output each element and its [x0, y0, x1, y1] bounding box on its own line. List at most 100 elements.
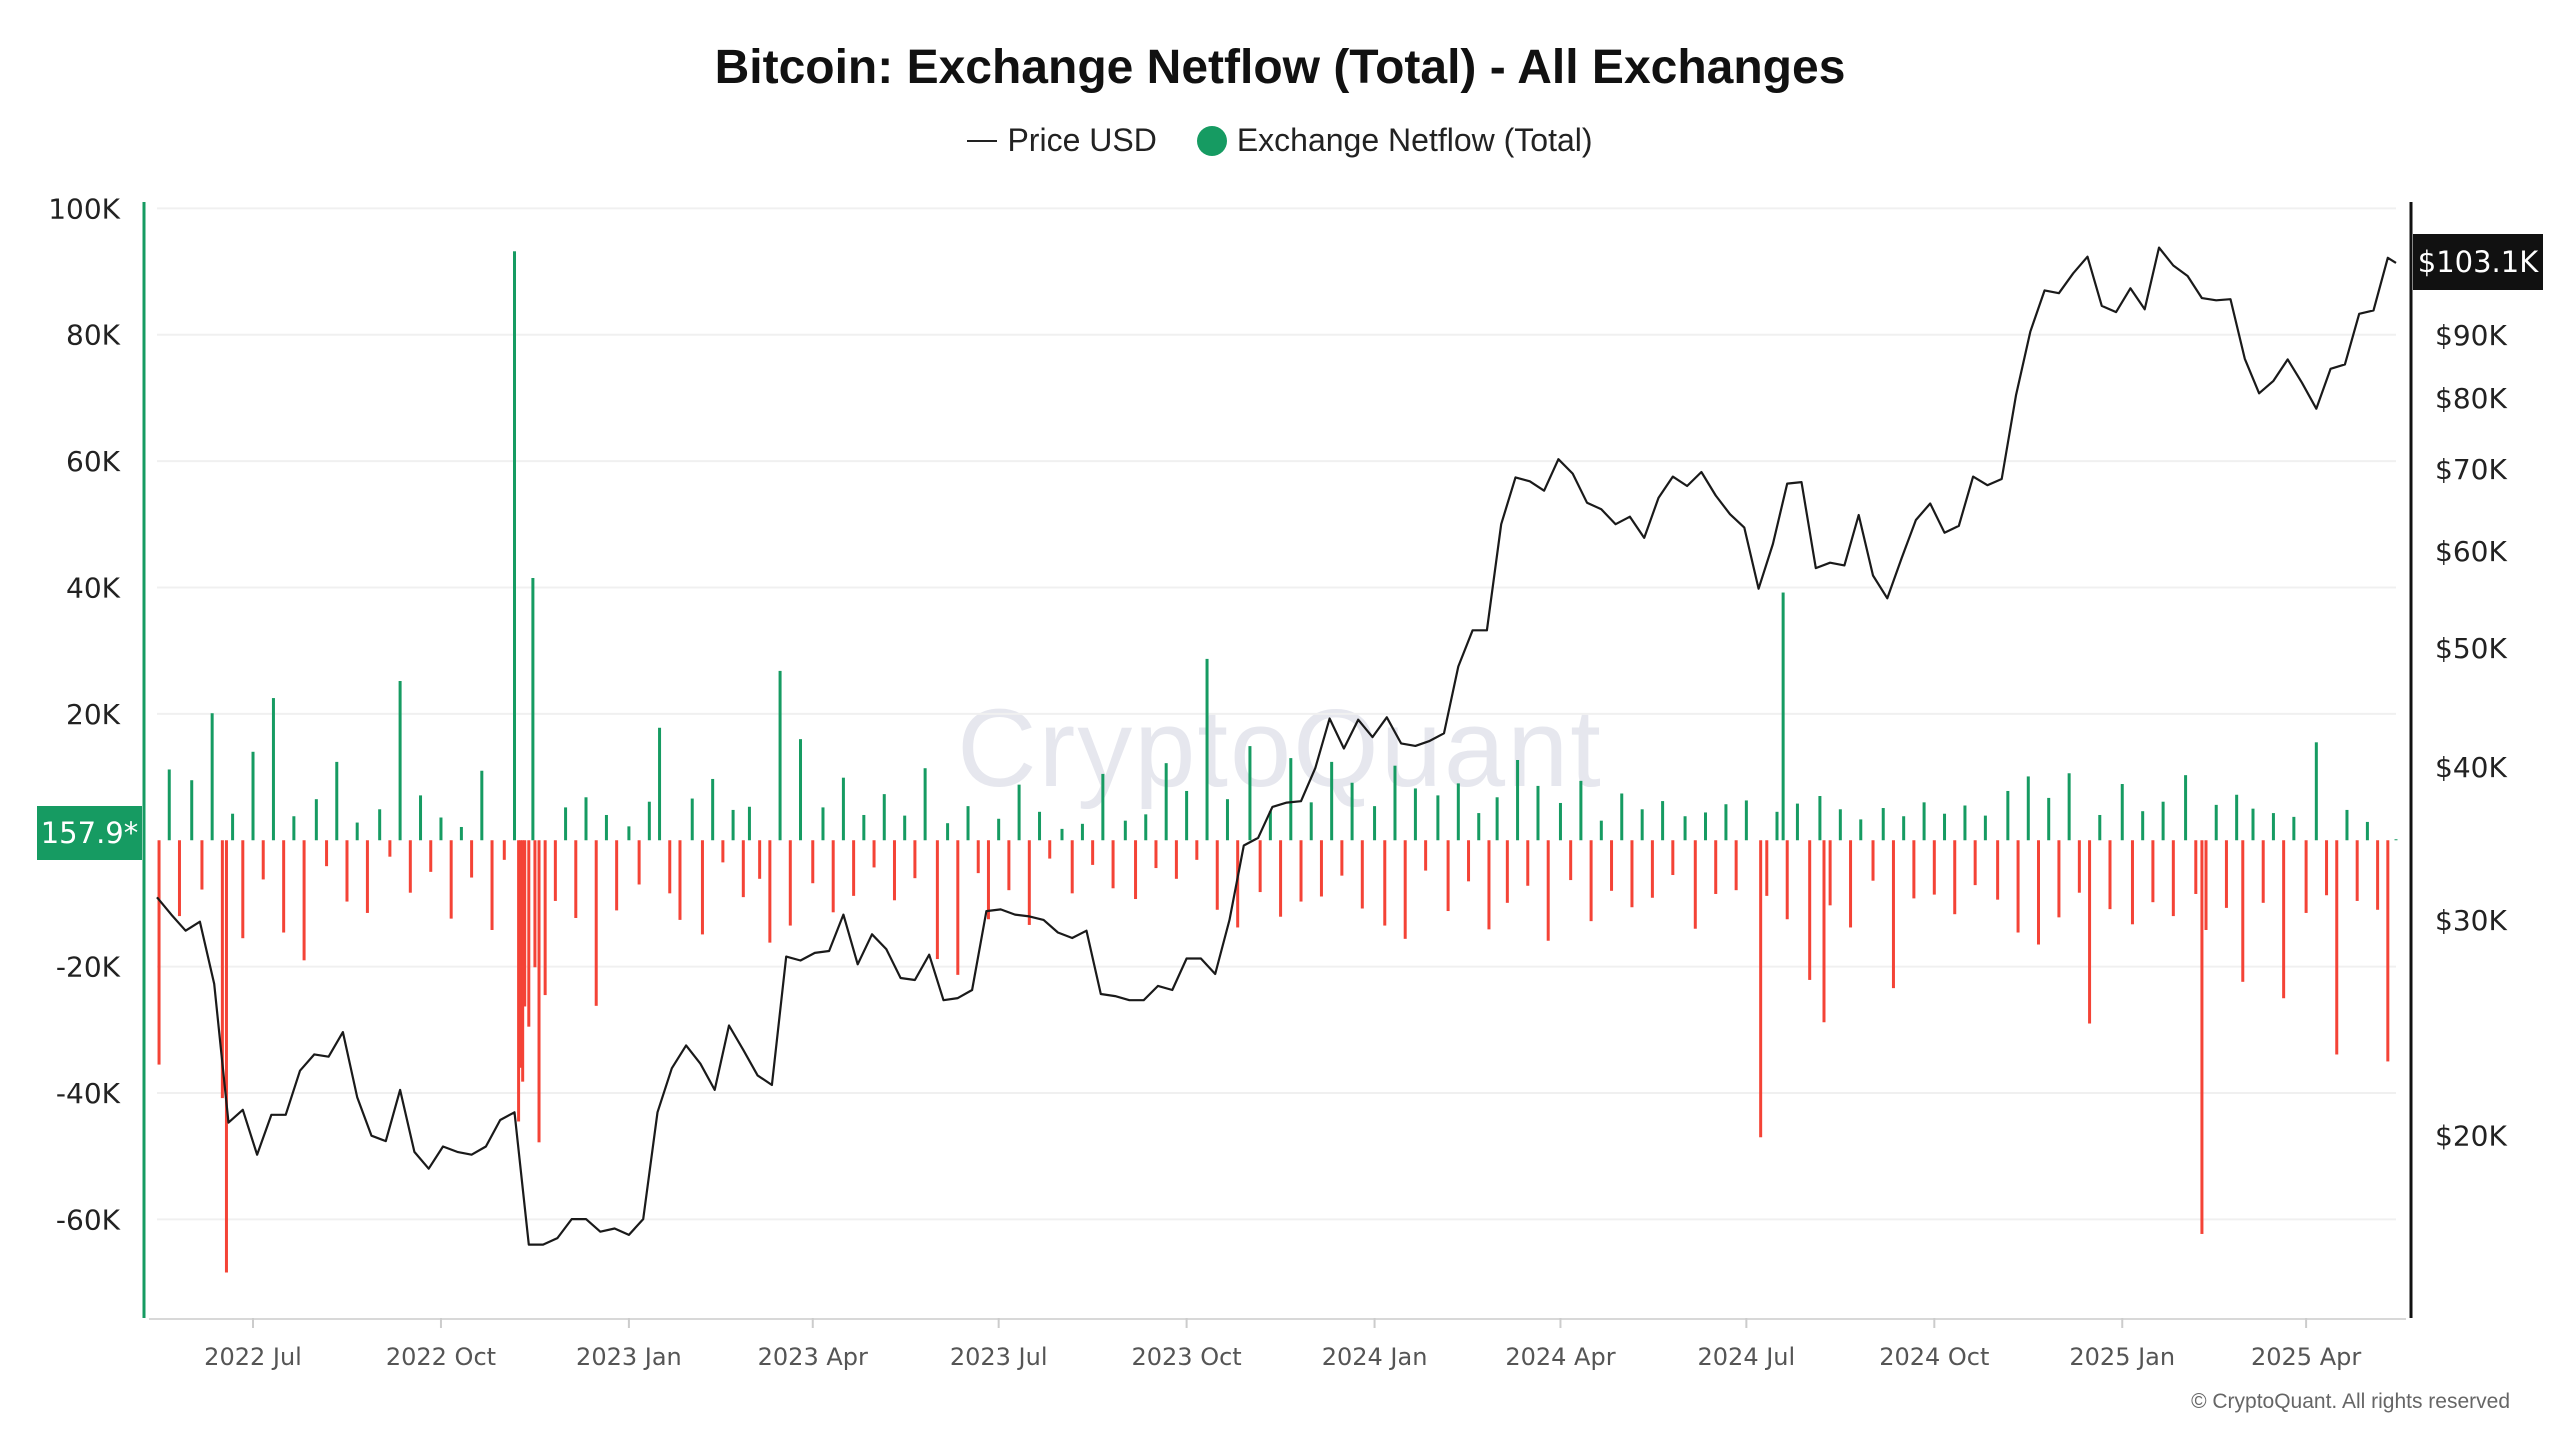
- legend-item-netflow[interactable]: Exchange Netflow (Total): [1196, 122, 1593, 159]
- netflow-bar-inflow: [314, 799, 318, 841]
- netflow-bar-inflow: [2271, 813, 2275, 841]
- netflow-bar-inflow: [841, 777, 845, 841]
- netflow-bar-outflow: [741, 840, 745, 898]
- price-line-group: [156, 246, 2397, 1246]
- netflow-bar-outflow: [1467, 840, 1471, 882]
- netflow-bar-inflow: [2214, 804, 2218, 841]
- netflow-bar-outflow: [758, 840, 762, 879]
- netflow-bar-outflow: [935, 840, 939, 960]
- netflow-bar-inflow: [1775, 811, 1779, 841]
- netflow-bar-outflow: [470, 840, 474, 878]
- netflow-bar-outflow: [527, 840, 531, 1027]
- netflow-bar-outflow: [1765, 840, 1769, 896]
- netflow-bar-inflow: [647, 801, 651, 841]
- netflow-bar-inflow: [1661, 801, 1665, 841]
- netflow-bar-outflow: [1912, 840, 1916, 899]
- netflow-bar-inflow: [584, 797, 588, 841]
- netflow-bar-inflow: [1640, 809, 1644, 841]
- netflow-current-value-tag: 157.9*: [37, 806, 142, 860]
- netflow-bar-inflow: [1744, 800, 1748, 841]
- netflow-bar-outflow: [1424, 840, 1428, 871]
- netflow-bar-inflow: [335, 761, 339, 841]
- netflow-bar-inflow: [2161, 801, 2165, 841]
- netflow-bar-inflow: [1123, 820, 1127, 841]
- netflow-bar-inflow: [2365, 821, 2369, 841]
- line-swatch-icon: [967, 139, 998, 142]
- netflow-bar-outflow: [2204, 840, 2208, 930]
- netflow-bar-inflow: [997, 818, 1001, 841]
- netflow-bar-outflow: [1236, 840, 1240, 928]
- netflow-bar-outflow: [2036, 840, 2040, 945]
- netflow-bar-outflow: [1154, 840, 1158, 869]
- netflow-bar-outflow: [1111, 840, 1115, 889]
- netflow-bar-outflow: [388, 840, 392, 857]
- netflow-bar-outflow: [2241, 840, 2245, 982]
- netflow-bar-inflow: [1620, 793, 1624, 841]
- netflow-bar-inflow: [1536, 785, 1540, 841]
- netflow-bar-outflow: [1134, 840, 1138, 900]
- netflow-bar-outflow: [1891, 840, 1895, 989]
- right-axis-tick-label: $90K: [2435, 319, 2507, 352]
- netflow-bar-inflow: [1164, 763, 1168, 841]
- price-usd-line: [156, 246, 2397, 1246]
- netflow-bar-inflow: [1704, 812, 1708, 841]
- netflow-bar-inflow: [439, 817, 443, 841]
- netflow-bar-inflow: [1579, 780, 1583, 841]
- netflow-bar-inflow: [903, 815, 907, 841]
- netflow-bar-inflow: [2098, 814, 2102, 841]
- netflow-bar-inflow: [1795, 803, 1799, 841]
- netflow-bar-inflow: [799, 739, 803, 841]
- dot-swatch-icon: [1196, 125, 1227, 156]
- netflow-bar-inflow: [231, 813, 235, 841]
- x-axis-tick-label: 2022 Oct: [386, 1343, 496, 1371]
- netflow-bar-outflow: [2224, 840, 2228, 908]
- netflow-bar-inflow: [2235, 794, 2239, 841]
- netflow-bar-outflow: [2088, 840, 2092, 1024]
- copyright: © CryptoQuant. All rights reserved: [2191, 1390, 2510, 1413]
- right-axis-tick-label: $30K: [2435, 904, 2507, 937]
- netflow-bar-outflow: [1569, 840, 1573, 881]
- netflow-bar-outflow: [523, 840, 527, 1007]
- left-axis-tick-label: 40K: [66, 571, 121, 604]
- x-axis-tick-label: 2024 Apr: [1505, 1343, 1615, 1371]
- netflow-bar-inflow: [1983, 815, 1987, 841]
- netflow-bar-outflow: [1174, 840, 1178, 879]
- netflow-bar-outflow: [365, 840, 369, 913]
- legend-item-price[interactable]: Price USD: [967, 122, 1157, 159]
- netflow-bar-inflow: [1477, 813, 1481, 841]
- netflow-bar-outflow: [1759, 840, 1763, 1138]
- netflow-bar-inflow: [2314, 742, 2318, 841]
- netflow-bar-outflow: [1258, 840, 1262, 893]
- netflow-bar-outflow: [2325, 840, 2329, 896]
- x-axis-tick-label: 2023 Jul: [950, 1343, 1048, 1371]
- netflow-bar-outflow: [1340, 840, 1344, 876]
- netflow-bar-outflow: [241, 840, 245, 939]
- netflow-bar-outflow: [1828, 840, 1832, 906]
- netflow-bar-outflow: [700, 840, 704, 935]
- netflow-bar-outflow: [852, 840, 856, 896]
- netflow-bar-inflow: [419, 795, 423, 841]
- left-axis-tick-label: -20K: [56, 951, 121, 984]
- netflow-bar-inflow: [2141, 811, 2145, 841]
- netflow-bar-outflow: [2335, 840, 2339, 1055]
- netflow-bar-inflow: [251, 751, 255, 841]
- netflow-bar-outflow: [521, 840, 525, 1082]
- netflow-bar-outflow: [1360, 840, 1364, 909]
- netflow-bar-outflow: [2151, 840, 2155, 903]
- netflow-bar-outflow: [1953, 840, 1957, 915]
- netflow-bar-outflow: [1650, 840, 1654, 898]
- netflow-bar-outflow: [1973, 840, 1977, 886]
- netflow-bar-inflow: [731, 809, 735, 841]
- netflow-bar-outflow: [543, 840, 547, 996]
- netflow-bar-inflow: [2251, 808, 2255, 841]
- netflow-bar-outflow: [224, 840, 228, 1273]
- netflow-bar-outflow: [2194, 840, 2198, 894]
- x-axis-tick-label: 2023 Oct: [1132, 1343, 1242, 1371]
- netflow-bar-inflow: [355, 822, 359, 841]
- netflow-bar-outflow: [574, 840, 578, 918]
- netflow-bar-inflow: [459, 826, 463, 841]
- netflow-bar-outflow: [2376, 840, 2380, 910]
- netflow-bar-inflow: [627, 826, 631, 841]
- netflow-bar-outflow: [637, 840, 641, 885]
